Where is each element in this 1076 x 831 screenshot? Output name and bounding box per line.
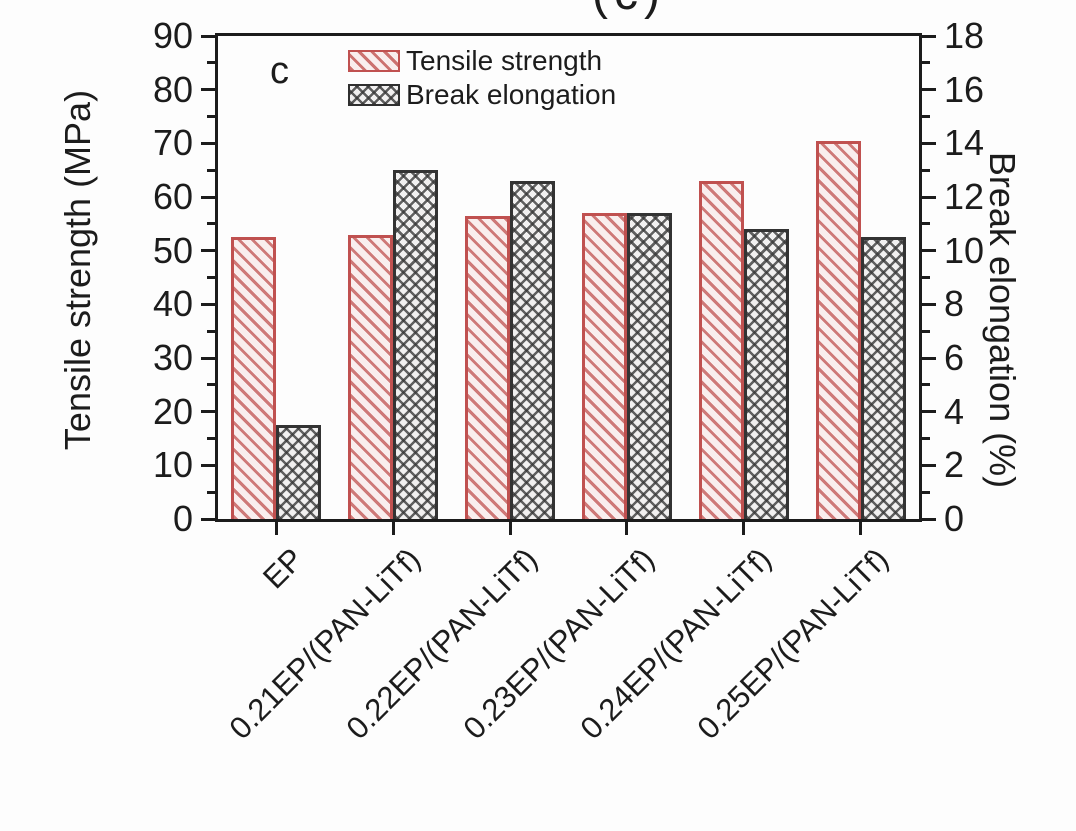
right-axis-minor-tick [922,168,930,172]
right-axis-tick-label: 6 [944,337,965,378]
bar-break-elongation [626,213,672,519]
right-axis-major-tick [922,517,936,521]
left-axis-major-tick [201,249,215,253]
plot-area: c Tensile strength Break elongation [215,33,922,522]
left-axis-tick-label: 50 [152,229,193,271]
right-axis-tick-label: 16 [944,68,985,110]
left-axis-minor-tick [207,222,215,226]
legend-label-break-elongation: Break elongation [406,79,617,110]
left-axis-tick-label: 70 [152,122,193,164]
left-axis-major-tick [201,141,215,145]
right-axis-major-tick [922,410,936,414]
left-axis-major-tick [201,195,215,199]
bar-tensile-strength [581,213,627,519]
bar-tensile-strength [348,234,394,519]
left-axis-major-tick [201,88,215,92]
right-axis-minor-tick [922,383,930,387]
right-axis-minor-tick [922,490,930,494]
right-axis-major-tick [922,249,936,253]
right-axis-tick-label: 2 [944,444,965,486]
right-axis-minor-tick [922,276,930,279]
right-axis-tick-label: 12 [944,176,985,217]
left-axis-major-tick [201,517,215,521]
bar-break-elongation [393,170,439,519]
left-axis-minor-tick [207,383,215,387]
left-axis-minor-tick [207,329,215,333]
right-axis-tick-label: 10 [944,229,985,271]
left-axis-major-tick [201,302,215,306]
right-axis-minor-tick [922,329,930,333]
right-axis-major-tick [922,356,936,360]
left-axis-tick-label: 0 [172,498,193,539]
right-axis-major-tick [922,463,936,467]
tensile-strength-swatch-icon [348,50,400,72]
x-axis-tick [391,522,395,535]
right-axis-minor-tick [922,437,930,440]
left-axis-minor-tick [207,61,215,65]
right-axis-tick-label: 14 [944,122,985,164]
x-axis-tick [625,522,629,535]
legend-item-break-elongation: Break elongation [348,79,617,110]
legend-item-tensile-strength: Tensile strength [348,45,616,76]
right-axis-major-tick [922,195,936,199]
right-axis-minor-tick [922,222,930,226]
x-axis-tick [274,522,278,535]
left-axis-tick-label: 30 [152,337,193,378]
bar-tensile-strength [465,215,511,519]
right-axis-minor-tick [922,61,930,65]
right-axis-tick-label: 18 [944,15,985,56]
panel-label: c [270,50,289,92]
left-axis-major-tick [201,463,215,467]
bar-break-elongation [860,237,906,519]
left-axis-minor-tick [207,437,215,440]
x-axis-tick [859,522,863,535]
bar-tensile-strength [231,237,277,519]
left-axis-tick-label: 20 [152,390,193,432]
left-axis-minor-tick [207,276,215,279]
right-axis-major-tick [922,141,936,145]
right-axis-tick-label: 0 [944,498,965,539]
right-axis-major-tick [922,88,936,92]
x-axis-tick [508,522,512,535]
x-axis-tick [742,522,746,535]
right-axis-major-tick [922,302,936,306]
break-elongation-swatch-icon [348,84,400,106]
bar-break-elongation [276,425,322,519]
left-axis-tick-label: 40 [152,283,193,325]
bar-break-elongation [743,229,789,519]
left-axis-tick-label: 90 [152,15,193,56]
bar-tensile-strength [815,140,861,519]
left-axis-tick-label: 80 [152,68,193,110]
left-axis-tick-label: 60 [152,176,193,217]
left-axis-tick-label: 10 [152,444,193,486]
right-axis-minor-tick [922,115,930,118]
left-axis-minor-tick [207,115,215,118]
left-axis-major-tick [201,356,215,360]
bar-tensile-strength [698,180,744,519]
legend-label-tensile-strength: Tensile strength [406,45,603,76]
right-axis-tick-label: 4 [944,390,965,432]
right-axis-tick-label: 8 [944,283,965,325]
right-axis-major-tick [922,34,936,38]
bar-break-elongation [510,180,556,519]
left-axis-major-tick [201,34,215,38]
left-axis-major-tick [201,410,215,414]
figure-caption-partial: (c) [592,0,666,21]
left-axis-minor-tick [207,168,215,172]
legend: Tensile strength Break elongation [348,45,617,116]
left-axis-minor-tick [207,490,215,494]
